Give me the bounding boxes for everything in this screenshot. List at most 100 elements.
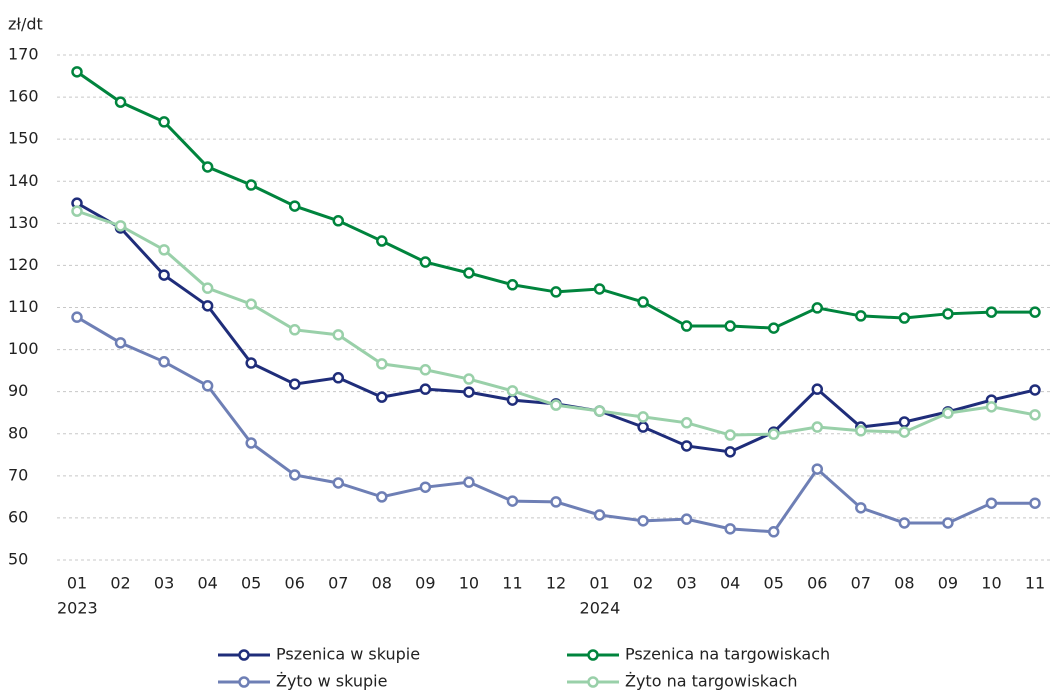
x-tick-label: 11 [1025,574,1045,593]
point [942,308,954,320]
y-tick-label: 100 [8,339,39,358]
point [71,311,83,323]
point [811,383,824,395]
point [419,481,432,493]
x-tick-label: 08 [894,574,914,593]
point [245,179,257,191]
y-tick-label: 50 [8,550,28,569]
legend-label: Pszenica na targowiskach [625,645,830,664]
point [855,502,867,514]
y-tick-label: 170 [8,45,39,64]
x-tick-label: 01 [67,574,87,593]
point [201,380,214,392]
point [201,300,214,312]
point [419,383,432,395]
point [680,417,693,429]
point [680,320,693,332]
x-group-label: 2024 [580,599,621,618]
y-axis-label: zł/dt [8,15,43,34]
y-tick-label: 60 [8,507,28,526]
point [898,312,911,324]
point [724,523,736,535]
point [637,296,649,308]
x-group-label: 2023 [57,599,98,618]
point [550,399,562,411]
x-tick-label: 11 [502,574,522,593]
x-tick-label: 08 [372,574,392,593]
point [898,416,911,428]
point [114,96,127,108]
x-tick-label: 02 [633,574,653,593]
y-tick-label: 150 [8,129,39,148]
point [506,394,519,406]
point [637,411,649,423]
point [158,356,170,368]
y-tick-label: 70 [8,465,28,484]
point [767,322,780,334]
point [942,407,954,419]
x-tick-label: 06 [807,574,827,593]
x-tick-label: 09 [415,574,435,593]
point [376,491,388,503]
point [898,426,911,438]
point [419,256,432,268]
y-tick-label: 110 [8,297,39,316]
point [71,205,83,217]
point [71,66,83,78]
point [419,364,432,376]
x-tick-label: 04 [720,574,740,593]
x-tick-label: 10 [459,574,479,593]
point [1029,306,1041,318]
point [811,302,824,314]
point [985,497,998,509]
point [593,405,606,417]
point [463,267,475,279]
point [1029,384,1041,396]
x-tick-label: 03 [676,574,696,593]
point [855,425,867,437]
point [811,463,824,475]
point [767,428,780,440]
point [550,286,562,298]
point [506,279,519,291]
point [114,337,127,349]
x-tick-label: 01 [589,574,609,593]
y-tick-label: 140 [8,171,39,190]
x-tick-label: 10 [981,574,1001,593]
point [245,437,257,449]
point [463,476,475,488]
point [201,282,214,294]
point [637,421,649,433]
legend-marker [238,649,250,661]
point [985,401,998,413]
point [201,161,214,173]
point [593,509,606,521]
point [463,373,475,385]
x-tick-label: 06 [285,574,305,593]
y-tick-label: 130 [8,213,39,232]
point [114,220,127,232]
point [376,235,388,247]
point [463,386,475,398]
x-tick-label: 07 [328,574,348,593]
point [680,513,693,525]
x-tick-label: 02 [110,574,130,593]
x-tick-label: 04 [197,574,217,593]
point [985,306,998,318]
legend-label: Pszenica w skupie [276,645,420,664]
point [332,477,345,489]
point [855,310,867,322]
point [898,517,911,529]
point [288,200,301,212]
point [376,391,388,403]
series-line [76,201,1036,454]
x-tick-label: 05 [241,574,261,593]
point [332,372,345,384]
x-tick-label: 07 [851,574,871,593]
point [245,357,257,369]
point [767,526,780,538]
y-tick-label: 160 [8,87,39,106]
point [506,495,519,507]
legend-label: Żyto na targowiskach [625,672,798,691]
